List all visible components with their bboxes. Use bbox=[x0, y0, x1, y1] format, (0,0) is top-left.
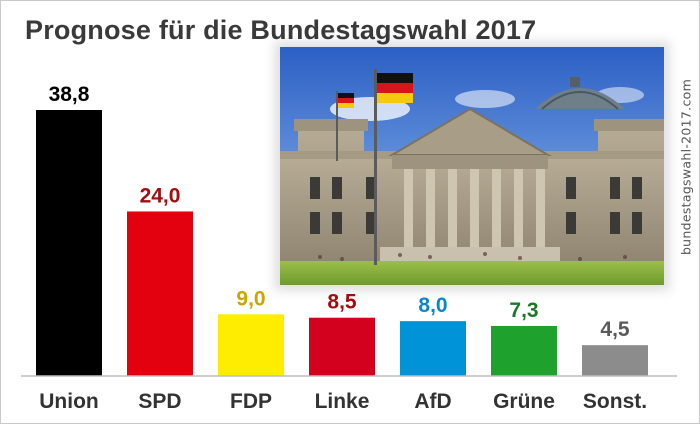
category-label-3: Linke bbox=[315, 390, 370, 413]
value-label-2: 9,0 bbox=[236, 287, 265, 310]
category-label-2: FDP bbox=[230, 390, 272, 413]
value-label-4: 8,0 bbox=[418, 294, 447, 317]
value-label-3: 8,5 bbox=[327, 291, 357, 314]
category-label-6: Sonst. bbox=[583, 390, 647, 413]
category-label-4: AfD bbox=[414, 390, 451, 413]
bar-2 bbox=[218, 314, 284, 376]
value-label-1: 24,0 bbox=[140, 184, 181, 207]
value-label-6: 4,5 bbox=[600, 318, 630, 341]
bar-3 bbox=[309, 317, 375, 376]
bar-0 bbox=[36, 110, 102, 376]
reichstag-photo bbox=[280, 47, 664, 285]
category-label-0: Union bbox=[39, 390, 98, 413]
bar-1 bbox=[127, 211, 193, 376]
chart-title: Prognose für die Bundestagswahl 2017 bbox=[25, 15, 537, 45]
bar-6 bbox=[582, 345, 648, 376]
value-label-0: 38,8 bbox=[49, 83, 90, 106]
bar-4 bbox=[400, 321, 466, 376]
value-label-5: 7,3 bbox=[509, 299, 538, 322]
bar-5 bbox=[491, 325, 557, 376]
category-label-1: SPD bbox=[138, 390, 181, 413]
category-label-5: Grüne bbox=[493, 390, 555, 413]
